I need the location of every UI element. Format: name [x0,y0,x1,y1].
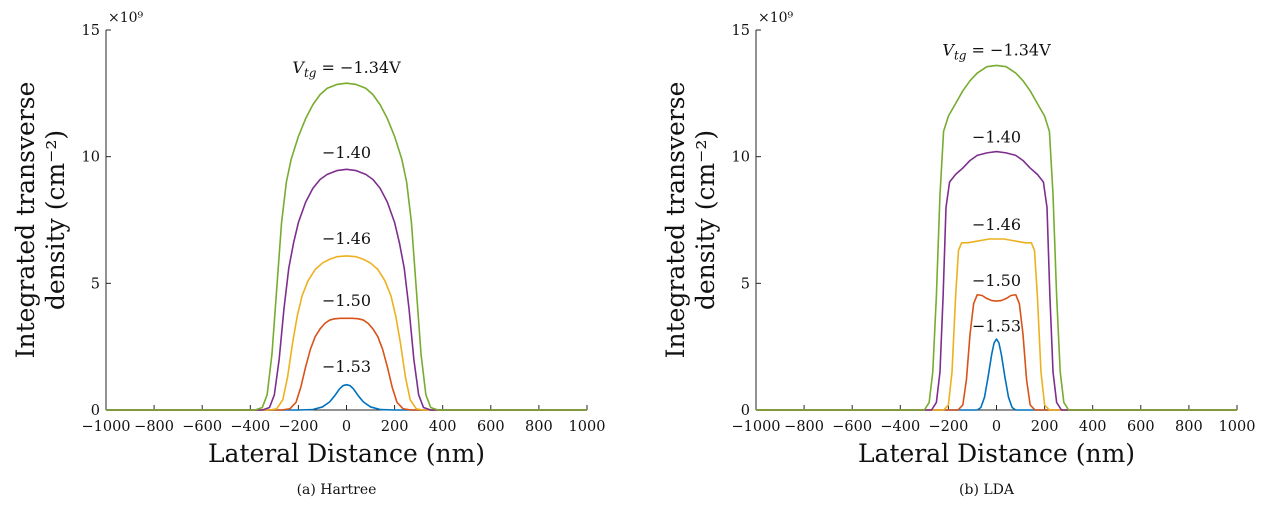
y-axis-label-line1: Integrated transverse [661,82,690,359]
series-annotation: −1.40 [322,143,371,162]
y-exponent-label: ×10⁹ [758,10,794,26]
x-tick-label: −1000 [81,419,130,435]
series-line-1 [106,317,587,411]
x-tick-label: 800 [1175,419,1203,435]
x-tick-label: 200 [1031,419,1059,435]
y-tick-label: 10 [82,150,100,166]
chart-panel-lda: −1000 −800 −600 −400 −200 0 200 400 600 800 1000 0 5… [650,0,1263,508]
x-tick-label: −600 [182,419,222,435]
x-tick-label: −1000 [731,419,780,435]
y-axis-label-line2: density (cm⁻²) [691,130,720,310]
x-tick-label: 1000 [569,419,606,435]
x-tick-label: 600 [477,419,505,435]
x-tick-label: 1000 [1219,419,1256,435]
y-tick-label: 5 [741,276,750,292]
series-annotation: −1.46 [972,215,1021,234]
series-annotation: Vtg = −1.34V [292,58,401,80]
series-line-3 [106,168,587,411]
x-tick-label: 200 [381,419,409,435]
y-tick-label: 10 [732,150,750,166]
series-annotation: −1.50 [322,291,371,310]
y-tick-label: 15 [732,23,750,39]
x-tick-label: 400 [429,419,457,435]
series-annotation: −1.53 [322,357,371,376]
series-annotation: −1.40 [972,128,1021,147]
chart-svg-hartree: −1000 −800 −600 −400 −200 0 200 400 600 800 1000 0 5… [11,10,606,498]
series-line-2 [756,238,1237,411]
x-tick-label: 400 [1079,419,1107,435]
y-exponent-label: ×10⁹ [108,10,144,26]
x-tick-label: −200 [278,419,318,435]
x-tick-label: −800 [784,419,824,435]
series-annotation: Vtg = −1.34V [942,40,1051,62]
x-tick-label: −600 [832,419,872,435]
x-tick-label: −200 [928,419,968,435]
x-axis-label: Lateral Distance (nm) [858,439,1135,468]
x-axis-label: Lateral Distance (nm) [208,439,485,468]
y-tick-label: 5 [91,276,100,292]
chart-panel-hartree: −1000 −800 −600 −400 −200 0 200 400 600 800 1000 0 5… [0,0,631,508]
y-tick-label: 15 [82,23,100,39]
series-line-1 [756,293,1237,411]
figure-caption: (a) Hartree [297,482,377,498]
series-line-3 [756,150,1237,411]
y-tick-label: 0 [91,403,100,419]
series-annotation: −1.46 [322,229,371,248]
x-tick-label: 0 [342,419,351,435]
series-line-4 [106,82,587,411]
series-annotation: −1.53 [972,316,1021,335]
series-line-2 [106,255,587,411]
x-tick-label: 800 [525,419,553,435]
series-line-0 [756,338,1237,411]
y-axis-label-line2: density (cm⁻²) [41,130,70,310]
x-tick-label: −800 [134,419,174,435]
series-line-4 [756,64,1237,411]
x-tick-label: 0 [992,419,1001,435]
chart-svg-lda: −1000 −800 −600 −400 −200 0 200 400 600 800 1000 0 5… [661,10,1256,498]
x-tick-label: −400 [230,419,270,435]
y-axis-label-line1: Integrated transverse [11,82,40,359]
x-tick-label: 600 [1127,419,1155,435]
figure-caption: (b) LDA [959,482,1015,498]
y-tick-label: 0 [741,403,750,419]
series-line-0 [106,383,587,411]
series-annotation: −1.50 [972,271,1021,290]
x-tick-label: −400 [880,419,920,435]
